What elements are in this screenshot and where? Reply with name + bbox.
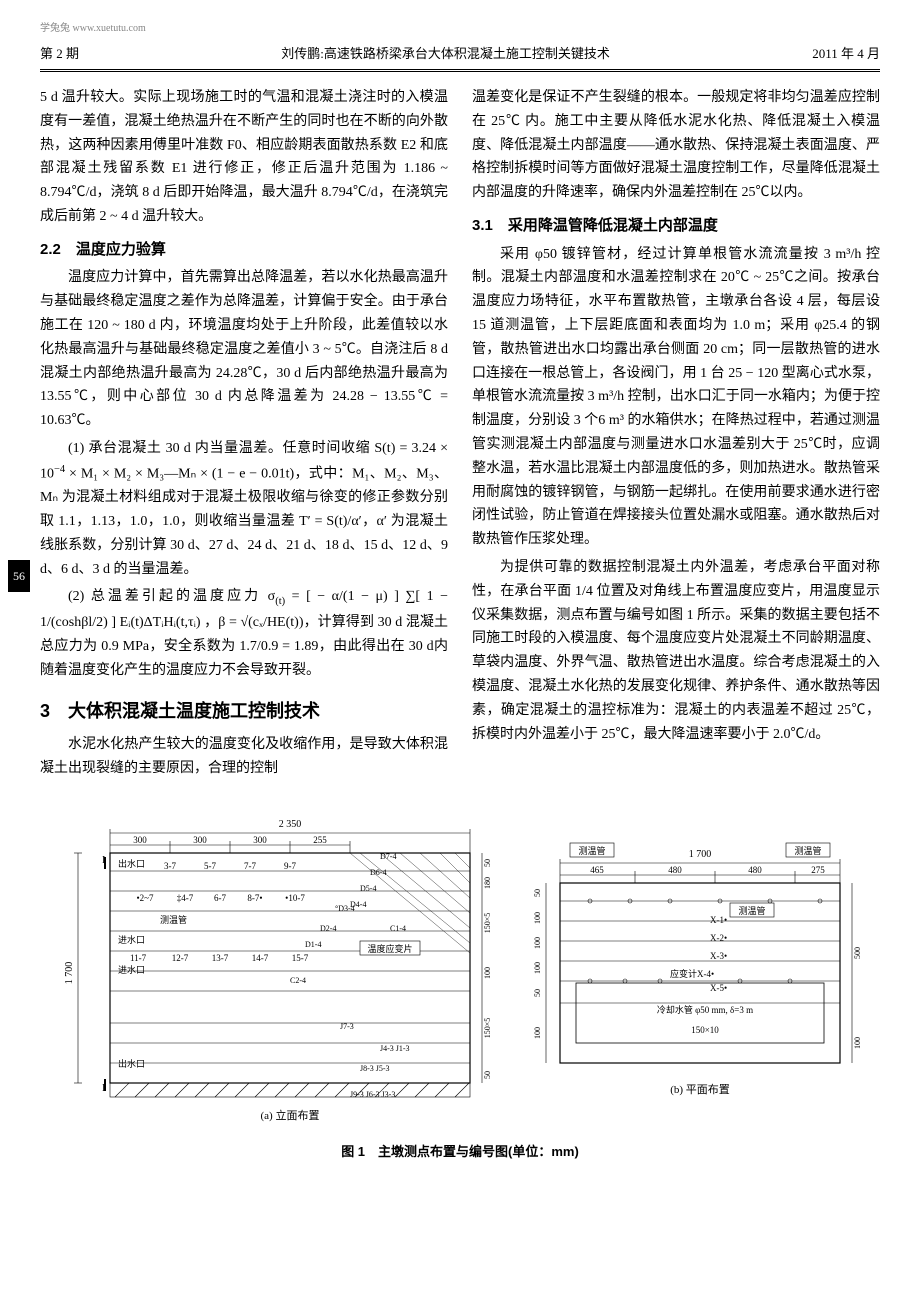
dim-b-t2: 480	[748, 865, 762, 875]
r2-1: ‡4-7	[177, 893, 194, 903]
figure-svg: 2 350 300 300 300 255 I I 1 700 出水口 进水	[40, 803, 880, 1133]
lbl-measure-b3: 测温管	[738, 905, 765, 916]
para-l2: 温度应力计算中，首先需算出总降温差，若以水化热最高温升与基础最终稳定温度之差作为…	[40, 266, 448, 433]
para-l5: 水泥水化热产生较大的温度变化及收缩作用，是导致大体积混凝土出现裂缝的主要原因，合…	[40, 733, 448, 781]
lbl-inlet1: 进水口	[118, 934, 145, 945]
issue-number: 第 2 期	[40, 43, 79, 65]
dim-a-h: 1 700	[64, 961, 75, 984]
dim-a-t3: 255	[313, 835, 327, 845]
r2-4: •10-7	[285, 893, 305, 903]
lbl-varsheet: 温度应变片	[367, 943, 412, 954]
figure-caption: 图 1 主墩测点布置与编号图(单位：mm)	[40, 1141, 880, 1163]
para-l4: (2) 总温差引起的温度应力 σ(t) = [ − α/(1 − μ) ] ∑[…	[40, 585, 448, 682]
lbl-outlet1: 出水口	[118, 858, 145, 869]
X3: X-3•	[710, 951, 727, 961]
para-l1: 5 d 温升较大。实际上现场施工时的气温和混凝土浇注时的入模温度有一差值，混凝土…	[40, 86, 448, 229]
p4a: (2) 总温差引起的温度应力 σ	[68, 589, 275, 604]
X2: X-2•	[710, 933, 727, 943]
r3-1: 13-7	[212, 953, 229, 963]
D34: °D3-4	[335, 904, 355, 913]
source-url: 学兔兔 www.xuetutu.com	[40, 20, 880, 37]
lbl-grid: 150×10	[691, 1025, 719, 1035]
r2-2: 6-7	[214, 893, 226, 903]
fig-b-label: (b) 平面布置	[670, 1083, 730, 1096]
sd5: 50	[483, 1071, 492, 1079]
issue-date: 2011 年 4 月	[812, 43, 880, 65]
bld1: 100	[533, 912, 542, 924]
p3b: × M₁ × M₂ × M₃—Mₙ × (1 − e − 0.01t)，式中：M…	[40, 466, 448, 576]
p3exp: −4	[54, 464, 65, 475]
bld2: 100	[533, 937, 542, 949]
sd2: 150×5	[483, 912, 492, 933]
dim-a-t1: 300	[193, 835, 207, 845]
lbl-inlet2: 进水口	[118, 964, 145, 975]
bld5: 100	[533, 1027, 542, 1039]
sd0: 50	[483, 859, 492, 867]
left-column: 5 d 温升较大。实际上现场施工时的气温和混凝土浇注时的入模温度有一差值，混凝土…	[40, 86, 448, 785]
r1-3: 9-7	[284, 861, 296, 871]
r4: 11-7	[130, 953, 147, 963]
dim-overall-w: 2 350	[279, 819, 302, 830]
lbl-measure-a: 测温管	[160, 914, 187, 925]
heading-2-2: 2.2 温度应力验算	[40, 237, 448, 263]
sd1: 180	[483, 877, 492, 889]
dim-b-t3: 275	[811, 865, 825, 875]
r2-3: 8-7•	[247, 893, 262, 903]
J9: J9-3 J6-3 J3-3	[350, 1090, 395, 1099]
p4sub: (t)	[275, 596, 285, 607]
sd3: 100	[483, 967, 492, 979]
J4: J4-3 J1-3	[380, 1044, 410, 1053]
figure-1: 2 350 300 300 300 255 I I 1 700 出水口 进水	[40, 803, 880, 1163]
X5: X-5•	[710, 983, 727, 993]
sd4: 150×5	[483, 1017, 492, 1038]
para-l3: (1) 承台混凝土 30 d 内当量温差。任意时间收缩 S(t) = 3.24 …	[40, 437, 448, 581]
r1-1: 5-7	[204, 861, 216, 871]
article-title: 刘传鹏:高速铁路桥梁承台大体积混凝土施工控制关键技术	[281, 43, 610, 65]
r3-2: 14-7	[252, 953, 269, 963]
r3-0: 12-7	[172, 953, 189, 963]
page-header: 第 2 期 刘传鹏:高速铁路桥梁承台大体积混凝土施工控制关键技术 2011 年 …	[40, 43, 880, 72]
bld4: 50	[533, 989, 542, 997]
p4b: = [ − α/(1 − μ) ] ∑	[285, 589, 415, 604]
heading-3: 3 大体积混凝土温度施工控制技术	[40, 696, 448, 727]
r1-2: 7-7	[244, 861, 256, 871]
para-r2: 采用 φ50 镀锌管材，经过计算单根管水流流量按 3 m³/h 控制。混凝土内部…	[472, 243, 880, 552]
D14: D1-4	[305, 940, 321, 949]
dim-a-t0: 300	[133, 835, 147, 845]
J73: J7-3	[340, 1022, 354, 1031]
X4: 应变计X-4•	[670, 968, 714, 979]
C24: C2-4	[290, 976, 306, 985]
para-r3: 为提供可靠的数据控制混凝土内外温差，考虑承台平面对称性，在承台平面 1/4 位置…	[472, 556, 880, 746]
bld3: 100	[533, 962, 542, 974]
dim-b-t1: 480	[668, 865, 682, 875]
dim-b-t0: 465	[590, 865, 604, 875]
dim-a-t2: 300	[253, 835, 267, 845]
r3-3: 15-7	[292, 953, 309, 963]
dim-b-overall: 1 700	[689, 849, 712, 860]
fig-a-label: (a) 立面布置	[261, 1108, 320, 1122]
brd1: 100	[853, 1037, 862, 1049]
brd0: 500	[853, 947, 862, 959]
heading-3-1: 3.1 采用降温管降低混凝土内部温度	[472, 213, 880, 239]
page-number: 56	[8, 560, 30, 592]
r1-0: 3-7	[164, 861, 176, 871]
body-columns: 5 d 温升较大。实际上现场施工时的气温和混凝土浇注时的入模温度有一差值，混凝土…	[40, 86, 880, 785]
lbl-measure-b1: 测温管	[578, 845, 605, 856]
X1: X-1•	[710, 915, 727, 925]
lbl-measure-b2: 测温管	[794, 845, 821, 856]
bld0: 50	[533, 889, 542, 897]
J8: J8-3 J5-3	[360, 1064, 390, 1073]
right-column: 温差变化是保证不产生裂缝的根本。一般规定将非均匀温差应控制在 25℃ 内。施工中…	[472, 86, 880, 785]
lbl-cool: 冷却水管 φ50 mm, δ=3 m	[657, 1004, 753, 1015]
C14: C1-4	[390, 924, 406, 933]
r2-0: •2~7	[136, 893, 154, 903]
para-r1: 温差变化是保证不产生裂缝的根本。一般规定将非均匀温差应控制在 25℃ 内。施工中…	[472, 86, 880, 205]
lbl-outlet2: 出水口	[118, 1058, 145, 1069]
D54: D5-4	[360, 884, 376, 893]
D24: D2-4	[320, 924, 336, 933]
